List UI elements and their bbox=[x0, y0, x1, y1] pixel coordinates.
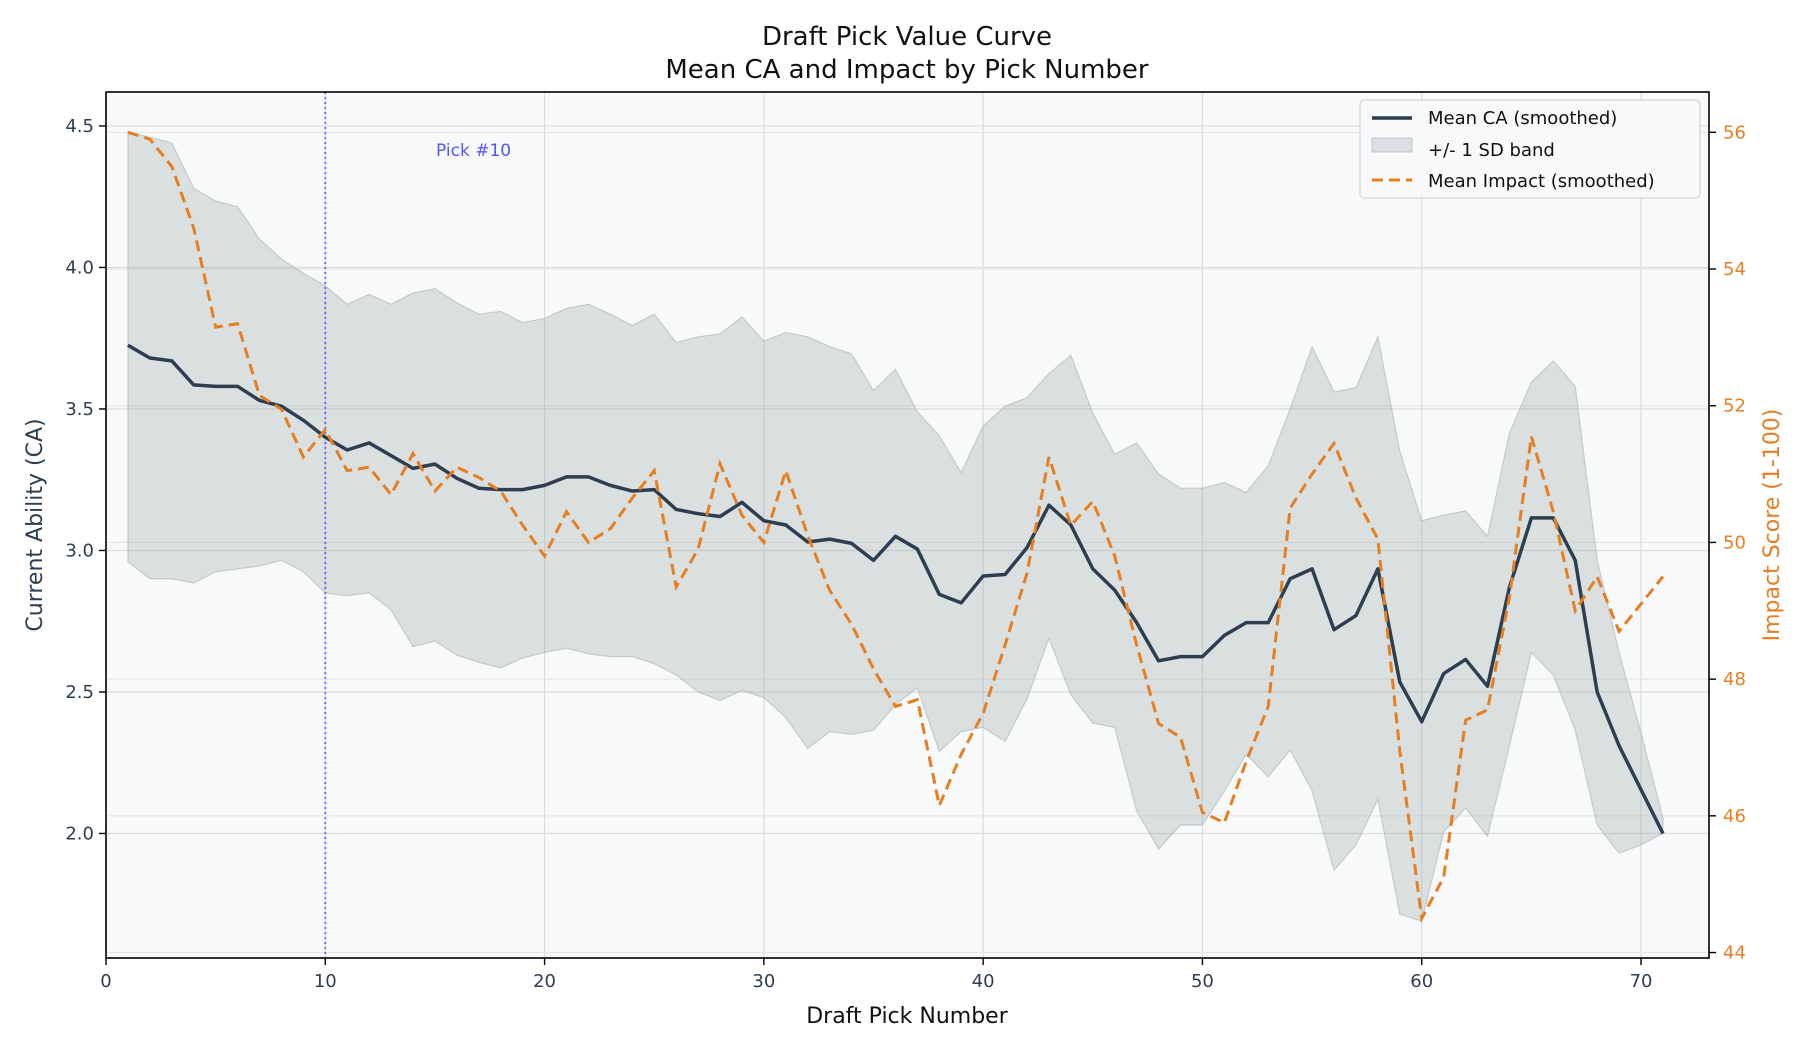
mean-impact-line bbox=[127, 130, 1665, 924]
plot-frame bbox=[105, 91, 1710, 959]
y2-tick-label: 54 bbox=[1723, 259, 1746, 280]
x-tick-label: 70 bbox=[1630, 971, 1653, 992]
y2-tick-label: 50 bbox=[1723, 532, 1746, 553]
x-axis-ticks: 0 10 20 30 40 50 60 70 bbox=[100, 958, 1652, 992]
x-axis-label: Draft Pick Number bbox=[806, 1004, 1009, 1029]
legend-band-label: +/- 1 SD band bbox=[1428, 140, 1555, 161]
y-tick-label: 3.5 bbox=[65, 399, 94, 420]
plot-area bbox=[106, 92, 1709, 958]
legend: Mean CA (smoothed) +/- 1 SD band Mean Im… bbox=[1359, 99, 1701, 199]
chart-title: Draft Pick Value Curve bbox=[762, 22, 1052, 52]
mean-ca-line bbox=[127, 343, 1665, 835]
y-tick-label: 3.0 bbox=[65, 540, 94, 561]
y2-tick-label: 46 bbox=[1723, 806, 1746, 827]
y2-tick-label: 48 bbox=[1723, 669, 1746, 690]
x-tick-label: 60 bbox=[1410, 971, 1433, 992]
legend-band-swatch bbox=[1371, 137, 1413, 153]
grid bbox=[105, 92, 1709, 958]
legend-ca-label: Mean CA (smoothed) bbox=[1428, 108, 1617, 129]
y2-tick-label: 56 bbox=[1723, 122, 1746, 143]
y-tick-label: 2.5 bbox=[65, 682, 94, 703]
x-tick-label: 20 bbox=[533, 971, 556, 992]
legend-box bbox=[1359, 99, 1701, 199]
legend-impact-label: Mean Impact (smoothed) bbox=[1428, 171, 1655, 192]
pick-10-label: Pick #10 bbox=[436, 141, 511, 161]
sd-band-area bbox=[127, 130, 1664, 922]
x-tick-label: 10 bbox=[314, 971, 337, 992]
y-axis-label: Current Ability (CA) bbox=[23, 418, 48, 631]
chart-subtitle: Mean CA and Impact by Pick Number bbox=[665, 55, 1149, 85]
sd-band bbox=[127, 130, 1664, 922]
series-lines bbox=[127, 130, 1665, 924]
y2-tick-label: 52 bbox=[1723, 396, 1746, 417]
x-tick-label: 0 bbox=[100, 971, 111, 992]
y-tick-label: 4.0 bbox=[65, 257, 94, 278]
y-tick-label: 2.0 bbox=[65, 823, 94, 844]
x-tick-label: 30 bbox=[752, 971, 775, 992]
y-tick-label: 4.5 bbox=[65, 116, 94, 137]
x-tick-label: 50 bbox=[1191, 971, 1214, 992]
y2-tick-label: 44 bbox=[1723, 943, 1746, 964]
y-axis-ticks: 2.0 2.5 3.0 3.5 4.0 4.5 bbox=[65, 116, 106, 844]
y2-axis-label: Impact Score (1-100) bbox=[1760, 409, 1785, 642]
y2-axis-ticks: 44 46 48 50 52 54 56 bbox=[1709, 122, 1746, 964]
x-tick-label: 40 bbox=[972, 971, 995, 992]
